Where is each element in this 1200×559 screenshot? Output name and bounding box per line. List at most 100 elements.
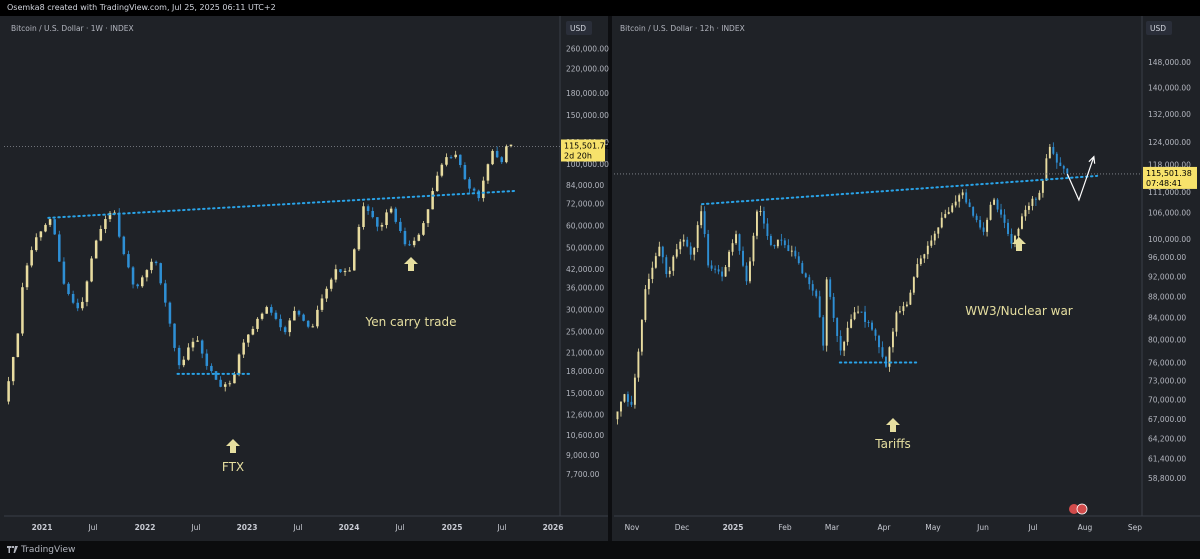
candle-body	[472, 188, 476, 191]
y-tick-label: 15,000.00	[566, 389, 604, 398]
candle-body	[297, 310, 301, 315]
candle-body	[265, 307, 268, 314]
y-tick-label: 106,000.00	[1148, 209, 1191, 218]
candle-body	[745, 265, 748, 282]
annotation[interactable]: WW3/Nuclear war	[965, 237, 1073, 318]
candle-body	[187, 347, 190, 360]
candle-body	[961, 192, 964, 196]
candle-body	[477, 190, 480, 199]
weekly-pane[interactable]: Bitcoin / U.S. Dollar · 1W · INDEX USD 260…	[4, 16, 610, 541]
candle-body	[482, 180, 485, 199]
candle-body	[679, 241, 682, 250]
y-tick-label: 42,000.00	[566, 265, 604, 274]
chart-area[interactable]: Bitcoin / U.S. Dollar · 1W · INDEX USD 260…	[0, 16, 1200, 541]
candle-body	[412, 240, 416, 246]
candle-body	[783, 240, 786, 246]
candle-body	[682, 239, 685, 242]
candle-body	[320, 298, 324, 310]
candle-body	[808, 277, 811, 285]
x-tick-label: Nov	[625, 523, 640, 532]
y-tick-label: 60,000.00	[566, 222, 604, 231]
event-flag-icon[interactable]	[1076, 503, 1088, 515]
candle-body	[654, 256, 657, 268]
candle-body	[348, 270, 351, 272]
candle-body	[986, 219, 989, 232]
projection-arrow[interactable]	[1066, 155, 1096, 202]
candle-body	[468, 179, 471, 189]
candle-body	[1020, 216, 1023, 229]
candle-body	[993, 199, 996, 205]
candle-body	[394, 208, 398, 222]
candle-body	[90, 258, 93, 282]
candle-body	[1003, 214, 1006, 223]
annotation[interactable]: FTX	[222, 439, 244, 474]
trendline[interactable]	[47, 189, 517, 219]
candle-body	[422, 223, 425, 235]
candle-body	[164, 283, 167, 303]
candle-body	[1055, 153, 1058, 163]
annotation[interactable]: Tariffs	[874, 418, 911, 451]
candle-body	[127, 254, 130, 268]
y-tick-label: 260,000.00	[566, 44, 609, 53]
candle-body	[440, 164, 444, 176]
candle-body	[247, 334, 250, 343]
y-tick-label: 30,000.00	[566, 305, 604, 314]
x-tick-label: 2025	[723, 523, 744, 532]
y-tick-label: 84,000.00	[566, 181, 604, 190]
candle-body	[376, 217, 379, 227]
event-flag-icon[interactable]	[1069, 504, 1079, 514]
y-tick-label: 64,200.00	[1148, 434, 1186, 443]
candle-body	[1010, 234, 1013, 244]
candle-body	[408, 244, 411, 246]
credit-text: Osemka8 created with TradingView.com, Ju…	[7, 3, 276, 12]
price-axis[interactable]	[560, 16, 608, 541]
candle-body	[836, 317, 839, 336]
y-tick-label: 50,000.00	[566, 244, 604, 253]
candle-body	[647, 278, 650, 290]
trendline[interactable]	[701, 174, 1099, 206]
candle-body	[71, 294, 75, 303]
y-tick-label: 72,000.00	[566, 200, 604, 209]
candle-body	[385, 212, 388, 226]
candle-body	[675, 249, 678, 257]
x-tick-label: 2021	[32, 523, 53, 532]
x-tick-label: Jul	[1027, 523, 1037, 532]
candle-body	[839, 335, 842, 351]
candle-body	[426, 209, 430, 224]
candles	[616, 142, 1069, 425]
credit-bar: Osemka8 created with TradingView.com, Ju…	[0, 0, 1200, 16]
candle-body	[933, 233, 936, 241]
candle-body	[850, 319, 853, 328]
candle-body	[1059, 162, 1062, 167]
candle-body	[44, 224, 47, 232]
y-tick-label: 10,600.00	[566, 431, 604, 440]
candle-body	[940, 217, 943, 228]
currency-box[interactable]	[1146, 21, 1172, 35]
candle-body	[630, 401, 633, 405]
y-tick-label: 9,000.00	[566, 451, 600, 460]
candle-body	[815, 290, 818, 297]
candle-body	[895, 312, 898, 332]
candle-body	[67, 283, 70, 295]
candle-body	[738, 234, 741, 251]
last-price-tag	[1143, 166, 1197, 189]
projection-path	[1066, 156, 1095, 202]
x-tick-label: 2025	[442, 523, 463, 532]
candle-body	[1024, 209, 1027, 217]
annotation-label: Tariffs	[874, 437, 910, 451]
candle-body	[672, 256, 675, 271]
price-axis[interactable]	[1142, 16, 1200, 541]
candle-body	[996, 199, 999, 210]
candle-body	[742, 250, 744, 266]
candle-body	[797, 256, 800, 264]
currency-box[interactable]	[566, 21, 592, 35]
candle-body	[237, 354, 241, 375]
candle-body	[509, 144, 513, 147]
twelve-hour-pane[interactable]: Bitcoin / U.S. Dollar · 12h · INDEX USD 14…	[614, 16, 1200, 541]
candle-body	[930, 240, 933, 246]
candle-body	[283, 327, 287, 333]
candle-body	[881, 347, 884, 357]
y-tick-label: 220,000.00	[566, 65, 609, 74]
annotation[interactable]: Yen carry trade	[364, 257, 457, 329]
candle-body	[11, 357, 15, 382]
